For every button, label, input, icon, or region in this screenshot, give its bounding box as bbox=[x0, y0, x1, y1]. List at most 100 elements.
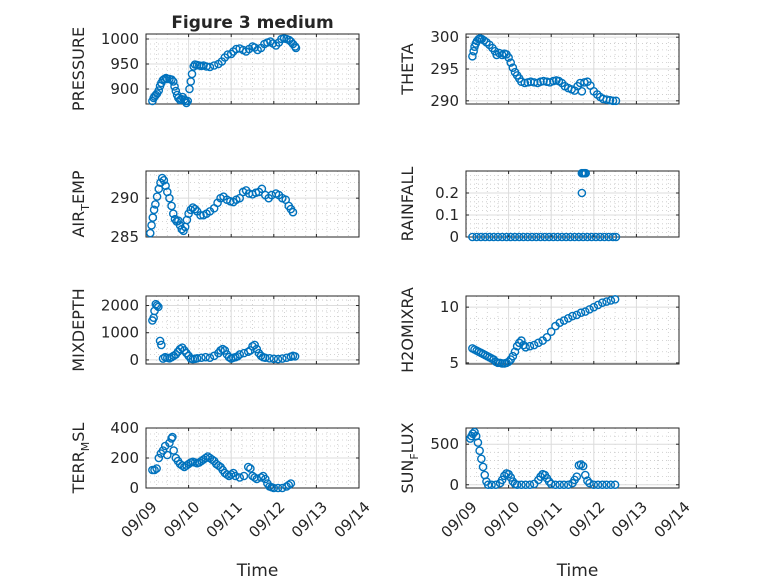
data-point bbox=[150, 465, 159, 475]
y-axis-label: MIXDEPTH bbox=[69, 288, 88, 371]
data-point bbox=[608, 96, 618, 106]
data-point bbox=[531, 232, 541, 242]
data-point bbox=[608, 232, 618, 242]
data-point bbox=[602, 297, 611, 306]
y-tick-label: 900 bbox=[110, 80, 139, 98]
data-point bbox=[514, 232, 524, 242]
data-point bbox=[288, 207, 298, 217]
data-point bbox=[260, 353, 270, 363]
y-tick-label: 1000 bbox=[101, 324, 139, 342]
data-point bbox=[576, 308, 586, 318]
data-point bbox=[563, 480, 573, 490]
data-point bbox=[497, 232, 507, 242]
data-point bbox=[154, 86, 164, 95]
data-point bbox=[519, 232, 528, 242]
data-point bbox=[610, 295, 620, 304]
data-point bbox=[580, 470, 590, 480]
data-point bbox=[514, 338, 524, 348]
data-point bbox=[269, 354, 279, 364]
data-point bbox=[168, 432, 177, 442]
y-tick-label: 2000 bbox=[101, 297, 139, 315]
data-point bbox=[252, 344, 262, 354]
data-point bbox=[192, 353, 202, 363]
y-tick-label: 500 bbox=[430, 435, 459, 453]
y-axis-label: PRESSURE bbox=[69, 27, 88, 111]
x-tick-label: 09/13 bbox=[288, 498, 331, 541]
data-point bbox=[147, 221, 156, 230]
data-point bbox=[286, 37, 296, 46]
x-tick-label: 09/11 bbox=[203, 498, 246, 541]
data-point bbox=[489, 232, 498, 242]
data-point bbox=[291, 43, 301, 53]
data-point bbox=[250, 340, 259, 350]
data-point bbox=[214, 461, 223, 470]
data-point bbox=[606, 480, 616, 490]
data-point bbox=[593, 480, 603, 490]
data-point bbox=[231, 471, 240, 481]
y-tick-label: 10 bbox=[440, 298, 459, 316]
data-point bbox=[196, 210, 205, 220]
data-point bbox=[157, 340, 166, 350]
data-point bbox=[504, 357, 513, 367]
y-axis-label: H2OMIXRA bbox=[398, 287, 417, 373]
y-tick-label: 5 bbox=[449, 354, 459, 372]
data-point bbox=[260, 474, 270, 484]
data-point bbox=[243, 462, 253, 472]
data-point bbox=[169, 446, 178, 455]
x-axis-label: Time bbox=[236, 561, 279, 581]
data-point bbox=[148, 213, 158, 222]
y-tick-label: 950 bbox=[110, 55, 139, 73]
x-tick-label: 09/14 bbox=[650, 498, 693, 541]
y-tick-label: 0.1 bbox=[435, 206, 459, 224]
data-point bbox=[510, 347, 520, 357]
data-point bbox=[559, 316, 569, 325]
data-point bbox=[165, 193, 174, 203]
data-point bbox=[598, 298, 607, 307]
y-tick-label: 0.2 bbox=[435, 184, 459, 202]
data-point bbox=[205, 353, 215, 363]
y-axis-label: RAINFALL bbox=[398, 167, 417, 242]
data-point bbox=[155, 336, 165, 346]
data-point bbox=[201, 352, 210, 362]
data-point bbox=[168, 77, 178, 86]
data-point bbox=[220, 346, 230, 355]
data-point bbox=[209, 61, 219, 70]
data-point bbox=[157, 173, 167, 183]
data-point bbox=[551, 480, 560, 490]
data-point bbox=[578, 461, 588, 471]
data-point bbox=[207, 455, 217, 464]
data-point bbox=[269, 483, 279, 493]
data-point bbox=[529, 78, 539, 87]
y-axis-label: AIRTEMP bbox=[69, 170, 92, 237]
subplot-8: 0 500 SUNFLUX 09/09 09/10 09/11 09/12 09/13 09/1… bbox=[398, 422, 694, 581]
data-point bbox=[265, 353, 274, 363]
data-point bbox=[587, 232, 596, 242]
x-axis-label: Time bbox=[556, 561, 599, 581]
data-point bbox=[561, 232, 571, 242]
data-point bbox=[504, 53, 513, 62]
data-point bbox=[152, 301, 162, 310]
data-point bbox=[611, 96, 621, 106]
data-point bbox=[525, 341, 535, 351]
data-point bbox=[226, 470, 236, 479]
x-tick-label: 09/12 bbox=[565, 498, 608, 541]
data-point bbox=[574, 232, 584, 242]
data-point bbox=[555, 318, 565, 328]
data-point bbox=[585, 305, 594, 314]
data-point bbox=[555, 480, 565, 490]
data-point bbox=[549, 232, 558, 242]
data-point bbox=[559, 480, 569, 490]
data-point bbox=[542, 332, 552, 342]
y-tick-label: 400 bbox=[110, 419, 139, 437]
data-point bbox=[527, 232, 537, 242]
x-tick-label: 09/09 bbox=[117, 498, 160, 541]
data-point bbox=[563, 313, 573, 323]
data-point bbox=[239, 471, 249, 481]
x-tick-label: 09/09 bbox=[437, 498, 480, 541]
data-point bbox=[183, 96, 193, 106]
axes-background bbox=[465, 295, 680, 365]
data-point bbox=[497, 475, 507, 485]
data-point bbox=[152, 464, 161, 473]
data-point bbox=[578, 232, 588, 242]
data-point bbox=[572, 310, 582, 320]
